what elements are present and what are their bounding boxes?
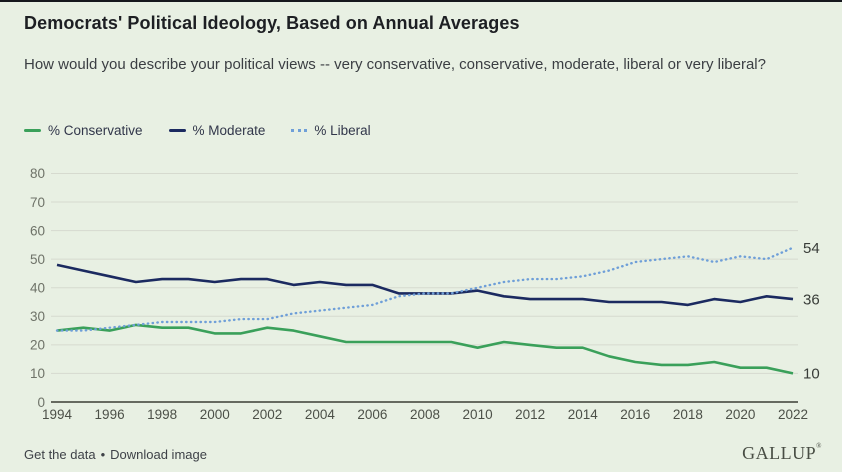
gallup-wordmark: GALLUP xyxy=(742,443,817,463)
x-tick-label: 1994 xyxy=(42,407,73,422)
legend-item-conservative: % Conservative xyxy=(24,123,143,138)
x-tick-label: 2016 xyxy=(620,407,650,422)
chart-legend: % Conservative % Moderate % Liberal xyxy=(24,123,371,138)
x-tick-label: 2018 xyxy=(673,407,703,422)
y-tick-label: 20 xyxy=(30,338,45,353)
x-tick-label: 2010 xyxy=(463,407,493,422)
legend-label-liberal: % Liberal xyxy=(314,123,371,138)
gallup-logo: GALLUP® xyxy=(742,443,822,464)
x-tick-label: 2002 xyxy=(252,407,282,422)
end-value-label-liberal: 54 xyxy=(803,240,820,257)
series-line-liberal xyxy=(55,246,795,332)
legend-item-moderate: % Moderate xyxy=(168,123,266,138)
x-tick-label: 2008 xyxy=(410,407,440,422)
conservative-line-swatch-icon xyxy=(24,129,41,132)
y-tick-label: 10 xyxy=(30,366,45,381)
x-tick-label: 2014 xyxy=(568,407,599,422)
x-tick-label: 1996 xyxy=(95,407,125,422)
end-value-label-conservative: 10 xyxy=(803,366,820,383)
moderate-line-swatch-icon xyxy=(168,129,186,132)
y-tick-label: 0 xyxy=(37,395,45,410)
liberal-line-swatch-icon xyxy=(291,129,308,132)
registered-mark-icon: ® xyxy=(816,442,822,450)
get-the-data-link[interactable]: Get the data xyxy=(24,447,96,462)
legend-label-conservative: % Conservative xyxy=(48,123,143,138)
chart-subtitle: How would you describe your political vi… xyxy=(24,56,766,73)
x-tick-label: 2020 xyxy=(725,407,755,422)
y-tick-label: 60 xyxy=(30,223,45,238)
x-tick-label: 2006 xyxy=(357,407,387,422)
x-tick-label: 2012 xyxy=(515,407,545,422)
end-value-label-moderate: 36 xyxy=(803,291,820,308)
x-tick-label: 2000 xyxy=(200,407,230,422)
legend-item-liberal: % Liberal xyxy=(291,123,371,138)
x-tick-label: 1998 xyxy=(147,407,177,422)
y-tick-label: 70 xyxy=(30,195,45,210)
series-line-moderate xyxy=(56,263,794,307)
series-line-conservative xyxy=(56,323,794,375)
page-title: Democrats' Political Ideology, Based on … xyxy=(24,13,520,33)
y-tick-label: 40 xyxy=(30,281,45,296)
y-tick-label: 30 xyxy=(30,309,45,324)
footer-separator: • xyxy=(100,447,106,462)
footer-links: Get the data • Download image xyxy=(24,447,207,462)
legend-label-moderate: % Moderate xyxy=(192,123,266,138)
download-image-link[interactable]: Download image xyxy=(110,447,207,462)
y-tick-label: 80 xyxy=(30,166,45,181)
x-tick-label: 2022 xyxy=(778,407,808,422)
y-tick-label: 50 xyxy=(30,252,45,267)
x-tick-label: 2004 xyxy=(305,407,336,422)
chart-footer: Get the data • Download image GALLUP® xyxy=(24,443,822,464)
